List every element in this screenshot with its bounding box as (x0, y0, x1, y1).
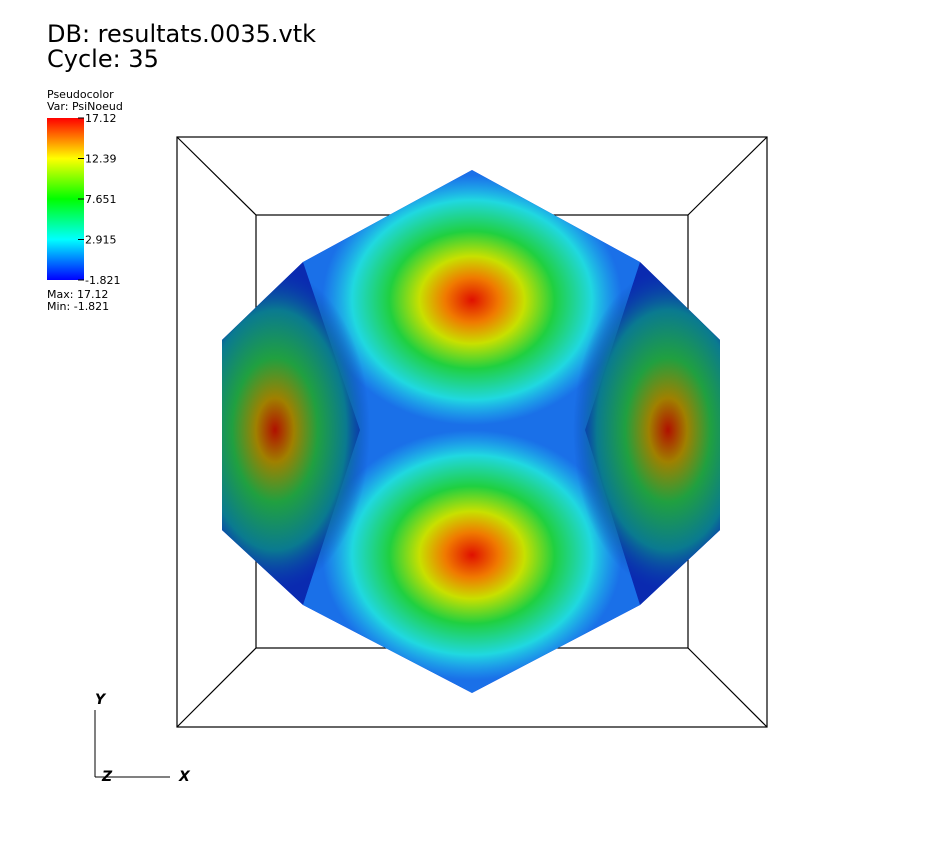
axis-triad (94, 710, 170, 778)
color-bar-tick-label: 7.651 (85, 193, 117, 206)
axis-x-label: X (178, 769, 191, 785)
legend-min: Min: -1.821 (47, 300, 109, 313)
color-bar (47, 118, 84, 280)
legend-max: Max: 17.12 (47, 288, 108, 301)
color-bar-tick-label: 17.12 (85, 112, 117, 125)
color-bar-tick-label: 2.915 (85, 234, 117, 247)
legend-variable: Var: PsiNoeud (47, 100, 123, 113)
db-label: DB: resultats.0035.vtk (47, 20, 316, 48)
color-bar-tick-label: 12.39 (85, 153, 117, 166)
color-bar-ticks: 17.12 12.39 7.651 2.915 -1.821 (78, 112, 120, 287)
legend-plot: Pseudocolor (47, 88, 114, 101)
axis-y-label: Y (95, 692, 107, 708)
cycle-label: Cycle: 35 (47, 45, 159, 73)
axis-z-label: Z (101, 769, 113, 785)
color-bar-tick-label: -1.821 (85, 274, 120, 287)
pseudocolor-surface (222, 170, 720, 693)
